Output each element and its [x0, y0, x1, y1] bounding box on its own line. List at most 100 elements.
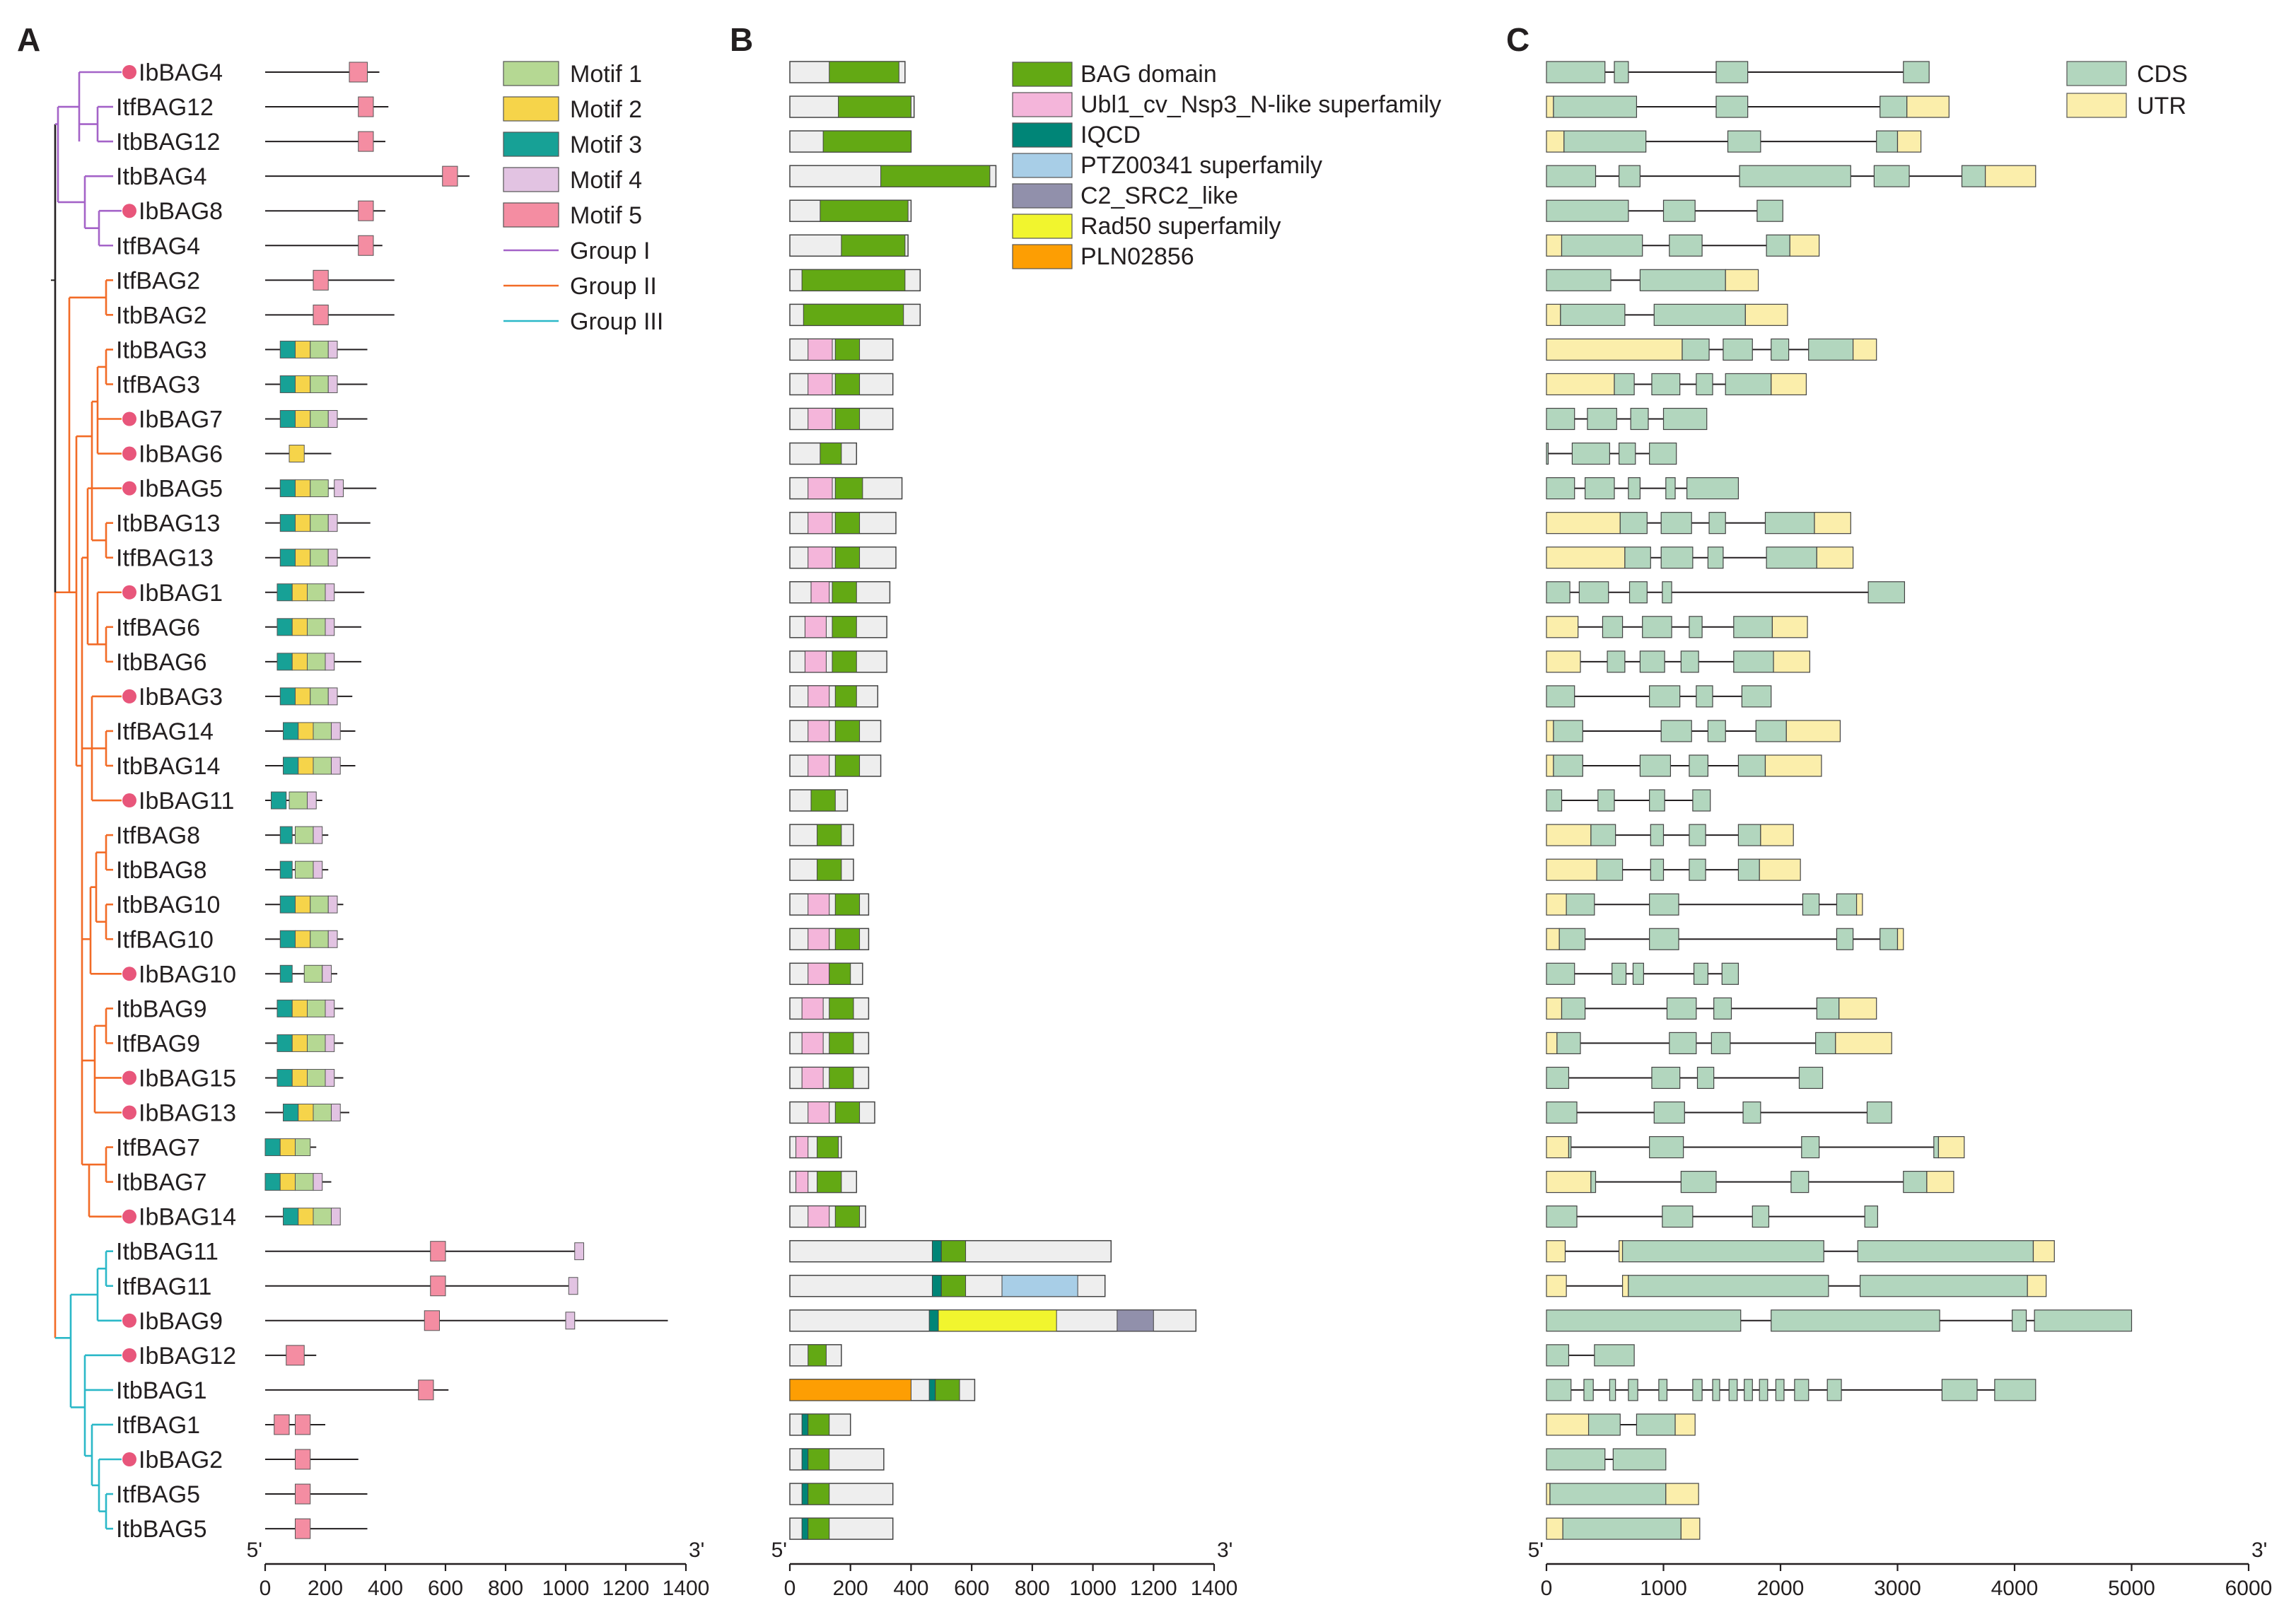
- axis-tick-label: 5000: [2108, 1577, 2155, 1600]
- gene-label: ItfBAG12: [116, 94, 214, 121]
- gene-label: ItbBAG1: [116, 1377, 207, 1404]
- cds-exon: [1607, 650, 1626, 673]
- motif-2-box: [298, 722, 314, 740]
- cds-exon: [1707, 720, 1726, 742]
- cds-exon: [1933, 1136, 1940, 1159]
- ubl1-domain: [808, 893, 830, 916]
- legend-label: Motif 2: [570, 96, 642, 123]
- cds-exon: [1624, 547, 1651, 569]
- motif-4-box: [325, 999, 335, 1017]
- utr-exon: [1546, 303, 1561, 326]
- axis-tick-label: 1400: [663, 1577, 710, 1600]
- axis-tick-label: 3000: [1874, 1577, 1921, 1600]
- motif-4-box: [313, 826, 323, 844]
- axis-tick-label: 4000: [1991, 1577, 2039, 1600]
- cds-exon: [1680, 650, 1699, 673]
- motif-2-box: [279, 1173, 296, 1191]
- motif-5-box: [418, 1379, 434, 1401]
- cds-exon: [1578, 581, 1609, 604]
- ubl1-domain: [808, 754, 830, 777]
- cds-exon: [1766, 547, 1817, 569]
- motif-1-box: [310, 895, 329, 913]
- bag_domain-domain: [829, 1032, 854, 1054]
- bag_domain-domain: [817, 858, 842, 881]
- legend-label: C2_SRC2_like: [1080, 182, 1238, 209]
- motif-1-box: [310, 410, 329, 428]
- utr-exon: [1546, 1413, 1590, 1436]
- cds-exon: [1660, 720, 1692, 742]
- marker-dot: [122, 481, 136, 496]
- utr-exon: [1838, 997, 1877, 1020]
- cds-exon: [1696, 1066, 1715, 1090]
- axis-tick-label: 0: [1541, 1577, 1553, 1600]
- ubl1-domain: [801, 1066, 824, 1089]
- cds-exon: [1639, 754, 1672, 777]
- cds-exon: [1612, 962, 1627, 985]
- cds-exon: [1737, 754, 1766, 777]
- utr-exon: [1546, 130, 1565, 153]
- gene-label: ItbBAG7: [116, 1169, 207, 1196]
- bag_domain-domain: [834, 720, 861, 742]
- motif-2-box: [291, 653, 308, 671]
- motif-4-box: [325, 653, 335, 671]
- cds-exon: [1715, 61, 1749, 83]
- utr-exon: [1546, 720, 1554, 742]
- cds-exon: [1662, 199, 1696, 222]
- cds-exon: [1562, 1517, 1682, 1540]
- gene-label: IbBAG13: [139, 1100, 236, 1127]
- cds-exon: [1864, 1206, 1878, 1228]
- cds-exon: [1713, 997, 1732, 1020]
- domain-legend: BAG domain Ubl1_cv_Nsp3_N-like superfamil…: [1012, 61, 1441, 270]
- cds-exon: [1546, 1448, 1606, 1471]
- ubl1-domain: [804, 650, 827, 673]
- bag_domain-domain: [820, 443, 842, 465]
- motif3-swatch: [503, 132, 559, 157]
- axis-tick-label: 600: [428, 1577, 463, 1600]
- motif-2-box: [279, 1138, 296, 1157]
- cds-exon: [1546, 1066, 1570, 1090]
- cds-exon: [1737, 824, 1761, 846]
- motif-5-box: [358, 235, 374, 256]
- gene-label: IbBAG8: [139, 198, 223, 225]
- cds-exon: [1689, 858, 1706, 881]
- utr-exon: [1855, 893, 1863, 916]
- axis-tick-label: 2000: [1757, 1577, 1805, 1600]
- cds-exon: [1602, 616, 1624, 638]
- ubl1-domain: [808, 1206, 830, 1228]
- legend-label: PTZ00341 superfamily: [1080, 152, 1322, 179]
- motif-4-box: [325, 583, 335, 602]
- bag_domain-domain: [808, 1517, 830, 1540]
- motif-3-box: [283, 1208, 299, 1226]
- cds-exon: [1546, 442, 1549, 465]
- gene-label: ItbBAG9: [116, 996, 207, 1022]
- iqcd-domain: [928, 1379, 936, 1401]
- marker-dot: [122, 204, 136, 218]
- axis-end-label: 3': [689, 1539, 704, 1562]
- bag_domain-domain: [834, 373, 861, 395]
- motif-3-box: [276, 653, 293, 671]
- iqcd-domain: [931, 1275, 942, 1297]
- motif-3-box: [283, 722, 299, 740]
- gene-label: ItfBAG2: [116, 267, 200, 294]
- utr-exon: [1546, 338, 1683, 361]
- domain-diagram: [789, 61, 1197, 1540]
- motif-3-box: [276, 999, 293, 1017]
- cds-exon: [1561, 997, 1586, 1020]
- motif-1-box: [310, 340, 329, 358]
- bag_domain-domain: [940, 1240, 967, 1263]
- gene-label: ItfBAG9: [116, 1030, 200, 1057]
- utr-exon: [1759, 858, 1801, 881]
- cds-exon: [1583, 1379, 1594, 1401]
- ubl1-domain: [808, 1102, 830, 1123]
- gene-label: ItbBAG6: [116, 649, 207, 676]
- marker-dot: [122, 446, 136, 461]
- motif-3-box: [276, 1068, 293, 1087]
- cds-exon: [1619, 165, 1641, 187]
- motif5-swatch: [503, 202, 559, 228]
- bag_domain-domain: [834, 338, 861, 361]
- utr-exon: [1546, 234, 1563, 257]
- cds-exon: [1619, 442, 1636, 465]
- cds-exon: [1566, 893, 1595, 916]
- motif-3-box: [283, 757, 299, 775]
- cds-exon: [1876, 130, 1899, 153]
